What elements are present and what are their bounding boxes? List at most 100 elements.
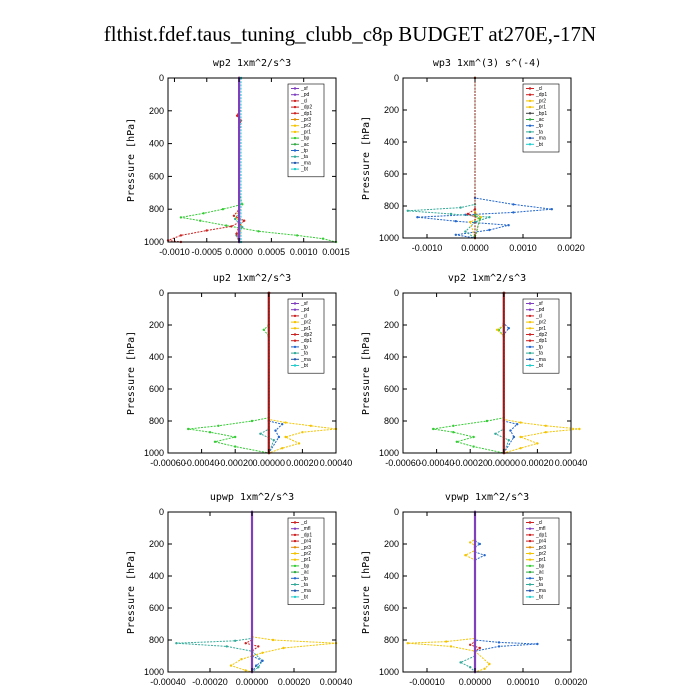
y-tick-label: 200	[384, 539, 399, 549]
series-line-ta	[459, 512, 476, 673]
series-line-tp	[268, 293, 284, 454]
data-point	[469, 643, 472, 646]
legend-label: _sf	[300, 86, 308, 92]
data-point	[516, 423, 519, 426]
data-point	[454, 220, 457, 223]
data-point	[309, 424, 312, 427]
y-tick-label: 0	[159, 288, 164, 298]
legend-label: _dp2	[535, 332, 547, 338]
y-tick-label: 400	[384, 137, 399, 147]
panel-title: vpwp 1xm^2/s^3	[445, 492, 529, 503]
data-point	[512, 435, 516, 439]
data-point	[301, 431, 304, 434]
legend-marker	[293, 112, 297, 115]
panel-1: wp2 1xm^2/s^3 Pressure [hPa] 0 200 400 600 800…	[126, 58, 350, 257]
legend-marker	[528, 570, 532, 574]
data-point	[179, 216, 183, 219]
x-tick-label: 0.00020	[278, 677, 311, 687]
x-tick-label: 0.00040	[320, 458, 353, 468]
legend-marker	[293, 539, 297, 543]
legend-label: _cl	[300, 313, 307, 319]
legend-marker	[528, 595, 532, 599]
y-tick-label: 600	[384, 603, 399, 613]
legend-marker	[528, 564, 532, 568]
legend-label: _bt	[300, 594, 309, 600]
legend-marker	[528, 339, 532, 342]
panel-5: upwp 1xm^2/s^3 Pressure [hPa] 0 200 400 600 80…	[126, 492, 352, 687]
legend-marker	[528, 314, 532, 318]
data-point	[281, 423, 284, 426]
legend-label: _pd	[300, 307, 310, 313]
data-point	[478, 542, 481, 546]
legend-marker	[293, 552, 297, 555]
legend-label: _tp	[535, 344, 543, 350]
legend-marker	[528, 351, 532, 355]
data-point	[199, 219, 202, 222]
y-tick-label: 600	[384, 169, 399, 179]
y-tick-label: 1000	[144, 667, 164, 677]
x-tick-label: 0.00000	[253, 458, 286, 468]
legend-label: _cl	[300, 520, 307, 526]
y-tick-label: 0	[159, 507, 164, 517]
data-point	[179, 234, 183, 237]
x-tick-label: 0.00020	[521, 458, 554, 468]
legend-marker	[293, 583, 297, 586]
legend-label: _tp	[300, 148, 308, 154]
y-axis-label: Pressure [hPa]	[361, 550, 372, 634]
data-point	[262, 328, 265, 331]
data-point	[234, 639, 237, 642]
legend-label: _ma	[300, 357, 311, 363]
legend-label: _tp	[300, 576, 308, 582]
data-point	[550, 208, 553, 211]
legend-label: _ma	[535, 136, 546, 142]
series-line-pr1	[268, 293, 337, 454]
legend-label: _dp1	[535, 532, 547, 538]
data-point	[235, 114, 239, 117]
legend-marker	[528, 118, 532, 121]
legend-label: _pr1	[300, 557, 311, 563]
data-point	[255, 664, 258, 667]
legend-marker	[293, 564, 297, 568]
data-point	[544, 424, 547, 427]
data-point	[472, 435, 475, 439]
legend-marker	[528, 527, 532, 530]
data-point	[406, 642, 409, 645]
legend-marker	[293, 130, 297, 134]
plot-frame	[402, 292, 572, 454]
x-tick-label: -0.00040	[150, 677, 186, 687]
data-point	[488, 662, 491, 666]
y-tick-label: 600	[384, 384, 399, 394]
legend-marker	[528, 130, 532, 134]
legend-label: _sf	[300, 301, 308, 307]
data-point	[225, 224, 228, 227]
legend-label: _cl	[535, 86, 542, 92]
legend-marker	[293, 333, 297, 336]
data-point	[225, 645, 228, 648]
data-point	[497, 641, 501, 644]
series-line-ta	[176, 512, 264, 673]
y-axis-label: Pressure [hPa]	[361, 116, 372, 200]
y-tick-label: 400	[149, 139, 164, 149]
data-point	[202, 212, 205, 215]
y-tick-label: 400	[384, 571, 399, 581]
x-tick-label: 0.00040	[320, 677, 353, 687]
legend-label: _ta	[535, 351, 543, 357]
legend-label: _tp	[535, 576, 543, 582]
data-point	[272, 439, 275, 442]
legend-label: _ac	[300, 570, 310, 576]
legend-marker	[293, 351, 297, 355]
legend-marker	[293, 136, 297, 140]
x-tick-label: 0.00000	[488, 458, 521, 468]
legend-label: _pr2	[535, 551, 546, 557]
legend-marker	[528, 552, 532, 555]
data-point	[488, 216, 491, 219]
legend-marker	[293, 558, 297, 561]
series-line-bp	[180, 78, 337, 243]
legend-label: _pr3	[300, 117, 311, 123]
x-tick-label: 0.0020	[557, 243, 585, 253]
data-point	[296, 234, 299, 237]
x-tick-label: -0.00060	[385, 458, 421, 468]
plot-frame	[167, 292, 337, 454]
legend-label: _ma	[300, 588, 311, 594]
data-point	[472, 445, 475, 448]
